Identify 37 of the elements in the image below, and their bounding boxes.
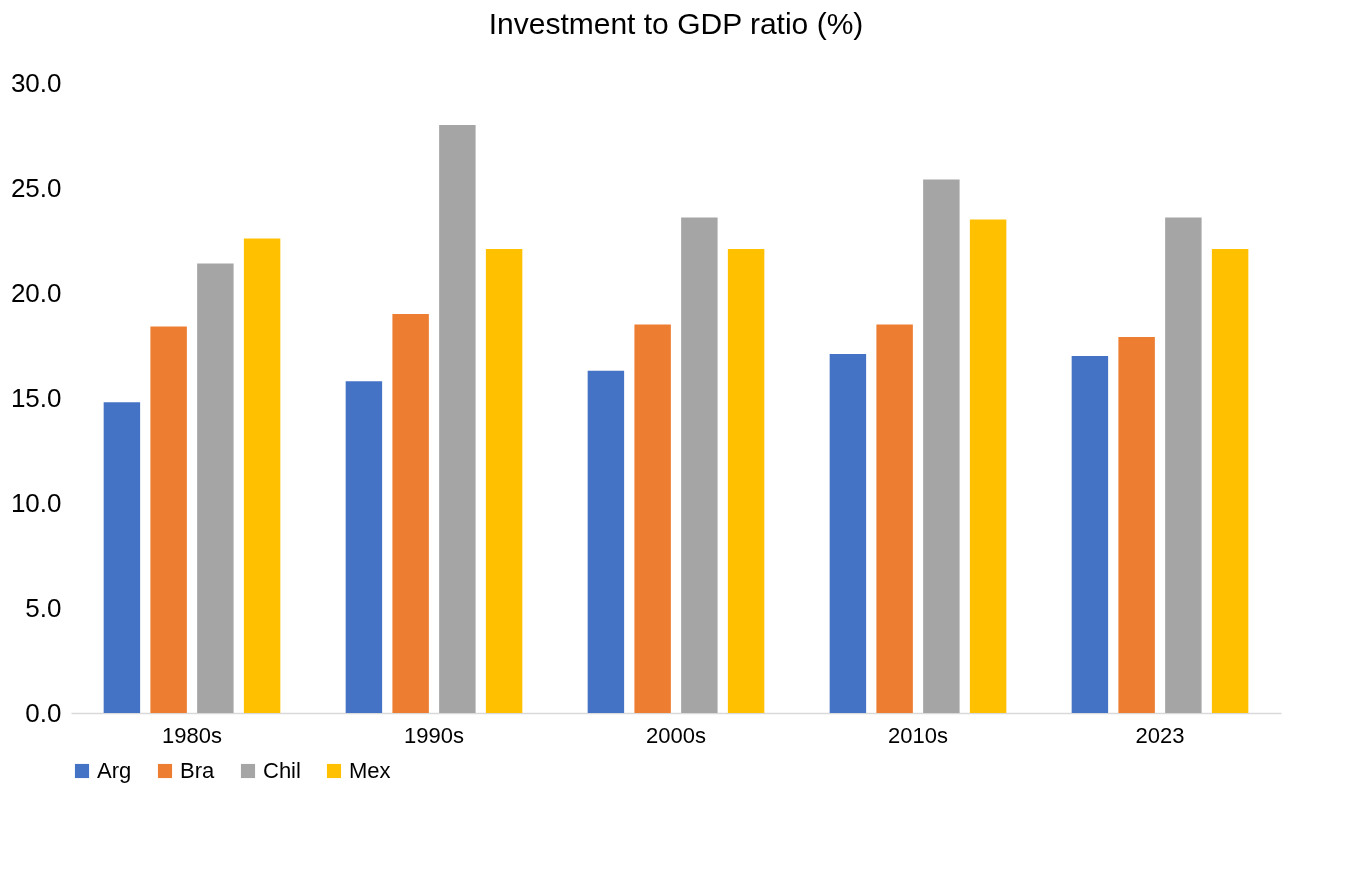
x-tick-label: 2023 <box>1135 722 1185 748</box>
y-tick-label: 15.0 <box>10 382 62 413</box>
y-tick-label: 5.0 <box>25 592 62 623</box>
y-tick-label: 20.0 <box>10 277 62 308</box>
legend-label: Chil <box>263 758 301 783</box>
bar <box>150 326 187 713</box>
bar <box>727 248 765 713</box>
bar <box>829 353 867 713</box>
bar <box>243 238 281 713</box>
bar <box>345 381 383 713</box>
y-tick-label: 0.0 <box>25 697 62 728</box>
bar <box>392 314 429 713</box>
chart-title: Investment to GDP ratio (%) <box>488 7 864 40</box>
legend-label: Bra <box>180 758 215 783</box>
y-tick-label: 10.0 <box>10 487 62 518</box>
x-tick-label: 1980s <box>162 722 222 748</box>
x-tick-label: 2010s <box>888 722 948 748</box>
bar <box>587 370 625 713</box>
bar <box>197 263 234 713</box>
x-tick-label: 2000s <box>646 722 706 748</box>
y-tick-label: 25.0 <box>10 172 62 203</box>
legend-label: Arg <box>97 758 132 783</box>
bar <box>969 219 1007 713</box>
bar <box>485 248 523 713</box>
bar <box>103 402 141 713</box>
bar <box>923 179 960 713</box>
bar <box>1165 217 1202 713</box>
bar <box>1211 248 1249 713</box>
y-tick-label: 30.0 <box>10 67 62 98</box>
x-tick-label: 1990s <box>404 722 464 748</box>
bar <box>681 217 718 713</box>
bar <box>439 125 476 713</box>
bar <box>1071 356 1109 713</box>
bar <box>1118 337 1155 713</box>
bar <box>876 324 913 713</box>
legend-label: Mex <box>349 758 391 783</box>
bar <box>634 324 671 713</box>
